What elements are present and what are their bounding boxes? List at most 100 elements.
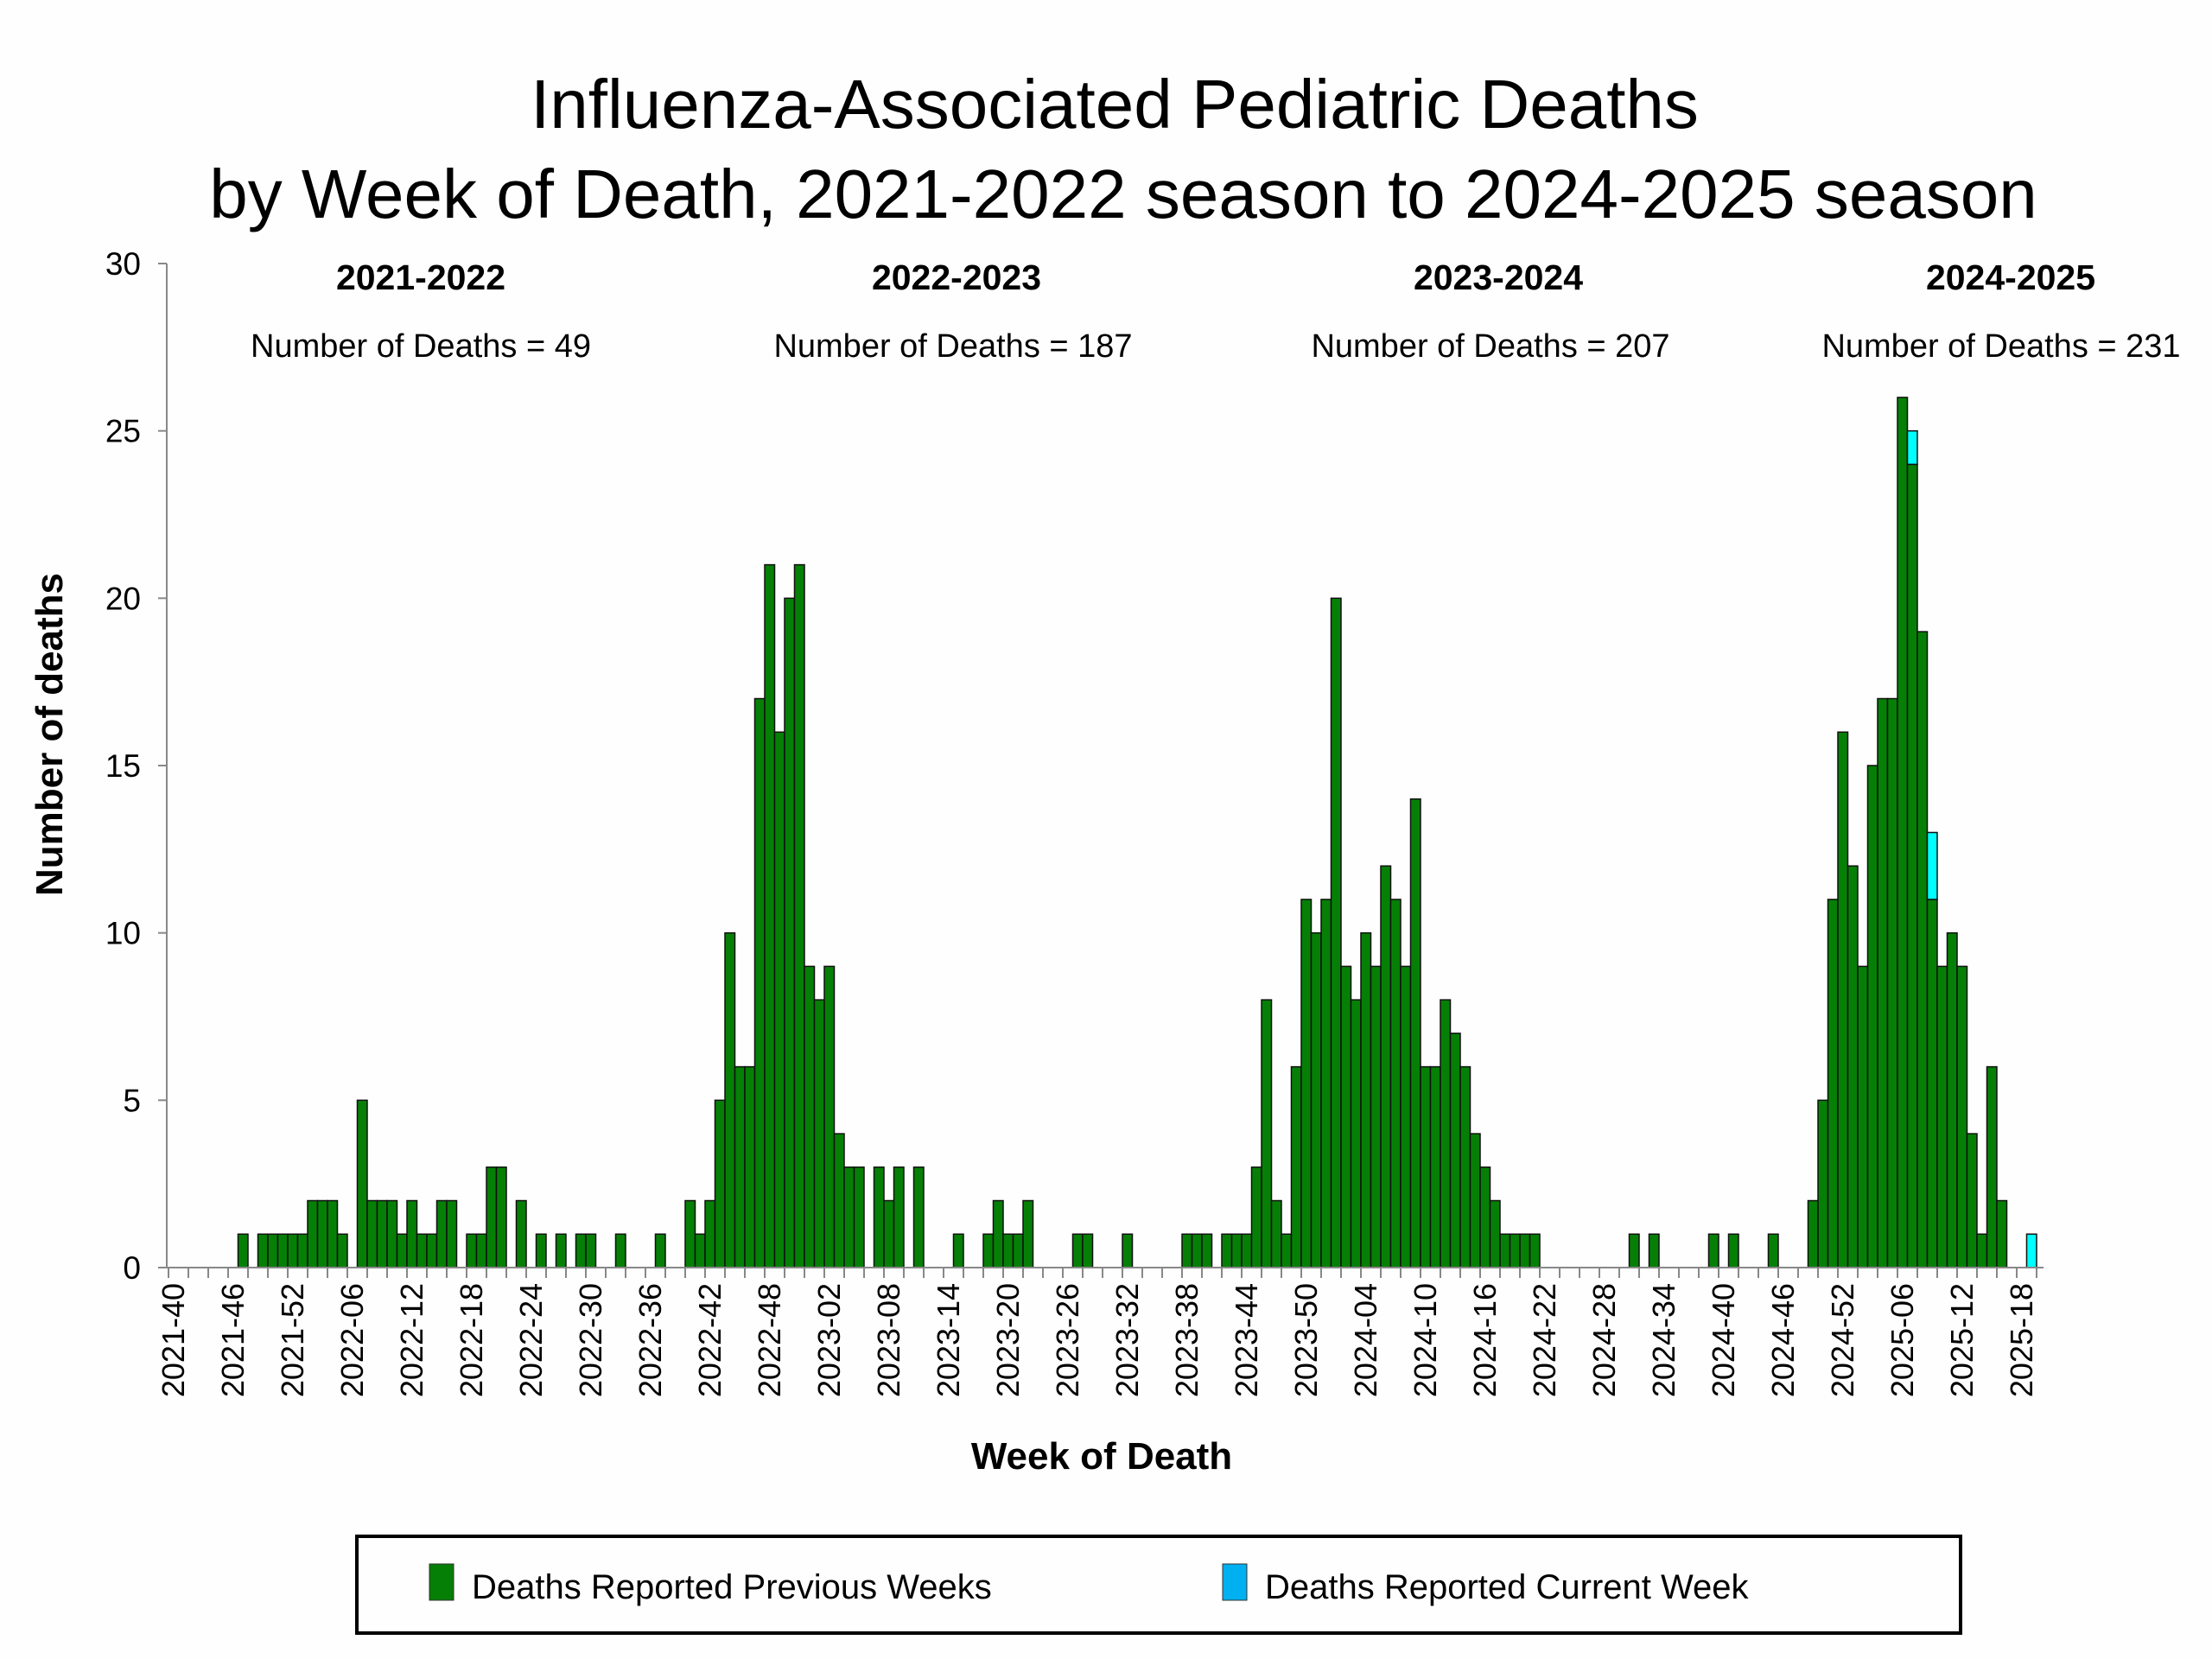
x-tick-label: 2023-02: [811, 1283, 847, 1397]
bar-previous-weeks: [267, 1233, 279, 1268]
bar-previous-weeks: [873, 1166, 885, 1268]
bar-previous-weeks: [1389, 899, 1402, 1268]
bar-previous-weeks: [724, 931, 736, 1268]
y-axis-title: Number of deaths: [29, 573, 71, 896]
bar-current-week: [2025, 1233, 2037, 1268]
bar-previous-weeks: [734, 1065, 746, 1268]
bar-previous-weeks: [1330, 597, 1342, 1268]
bar-previous-weeks: [773, 731, 785, 1268]
season-count-2021-2022: Number of Deaths = 49: [251, 328, 591, 365]
bar-previous-weeks: [853, 1166, 865, 1268]
x-tick-label: 2023-44: [1229, 1283, 1264, 1397]
bar-previous-weeks: [466, 1233, 478, 1268]
bar-previous-weeks: [366, 1199, 378, 1268]
bar-previous-weeks: [1221, 1233, 1233, 1268]
bar-previous-weeks: [1270, 1199, 1282, 1268]
bar-previous-weeks: [1837, 731, 1849, 1268]
legend-swatch-previous-weeks: [429, 1563, 454, 1601]
bar-previous-weeks: [1360, 931, 1372, 1268]
bar-previous-weeks: [843, 1166, 855, 1268]
bar-previous-weeks: [336, 1233, 348, 1268]
legend-label-current-week: Deaths Reported Current Week: [1265, 1568, 1750, 1606]
x-tick-label: 2021-46: [215, 1283, 251, 1397]
bar-previous-weeks: [327, 1199, 339, 1268]
bar-previous-weeks: [1230, 1233, 1243, 1268]
bar-previous-weeks: [1310, 931, 1322, 1268]
bar-previous-weeks: [1996, 1199, 2008, 1268]
bar-previous-weeks: [1440, 999, 1452, 1268]
legend: Deaths Reported Previous Weeks Deaths Re…: [355, 1535, 1962, 1635]
bar-previous-weeks: [813, 999, 825, 1268]
bar-previous-weeks: [1877, 697, 1889, 1268]
x-tick-label: 2023-32: [1109, 1283, 1145, 1397]
legend-label-previous-weeks: Deaths Reported Previous Weeks: [472, 1568, 992, 1606]
x-tick-label: 2022-30: [573, 1283, 608, 1397]
chart-title-line-2: by Week of Death, 2021-2022 season to 20…: [209, 156, 2037, 232]
bar-previous-weeks: [1727, 1233, 1739, 1268]
bar-previous-weeks: [1082, 1233, 1094, 1268]
bar-previous-weeks: [435, 1199, 448, 1268]
bar-previous-weeks: [1489, 1199, 1501, 1268]
bar-previous-weeks: [257, 1233, 269, 1268]
bar-previous-weeks: [1012, 1233, 1024, 1268]
bar-previous-weeks: [1469, 1133, 1481, 1268]
bar-previous-weeks: [982, 1233, 995, 1268]
bar-previous-weeks: [386, 1199, 398, 1268]
x-tick-label: 2024-10: [1408, 1283, 1443, 1397]
bar-previous-weeks: [1628, 1233, 1640, 1268]
x-tick-label: 2023-20: [990, 1283, 1026, 1397]
x-tick-label: 2024-46: [1765, 1283, 1801, 1397]
bar-previous-weeks: [416, 1233, 428, 1268]
x-tick-label: 2024-52: [1825, 1283, 1860, 1397]
x-tick-label: 2023-14: [931, 1283, 966, 1397]
x-tick-label: 2024-16: [1467, 1283, 1503, 1397]
bar-previous-weeks: [1370, 965, 1382, 1268]
bar-previous-weeks: [376, 1199, 388, 1268]
bar-previous-weeks: [475, 1233, 487, 1268]
bar-previous-weeks: [1449, 1033, 1461, 1268]
bar-previous-weeks: [1420, 1065, 1432, 1268]
bar-previous-weeks: [1429, 1065, 1441, 1268]
bar-previous-weeks: [316, 1199, 328, 1268]
bar-previous-weeks: [1241, 1233, 1253, 1268]
season-count-2023-2024: Number of Deaths = 207: [1311, 328, 1669, 365]
bar-previous-weeks: [287, 1233, 299, 1268]
bar-previous-weeks: [276, 1233, 289, 1268]
bar-previous-weeks: [426, 1233, 438, 1268]
bar-previous-weeks: [793, 563, 805, 1268]
bar-previous-weeks: [1191, 1233, 1203, 1268]
bar-previous-weeks: [1817, 1099, 1829, 1268]
bar-previous-weeks: [1340, 965, 1352, 1268]
x-axis-title: Week of Death: [971, 1435, 1232, 1478]
x-tick-label: 2022-06: [334, 1283, 370, 1397]
bar-previous-weeks: [495, 1166, 507, 1268]
y-axis: 0 5 10 15 20 25 30: [105, 246, 168, 1286]
bar-previous-weeks: [575, 1233, 587, 1268]
x-axis: 2021-40 2021-46 2021-52 2022-06 2022-12 2022-…: [156, 1267, 2044, 1397]
bar-previous-weeks: [1320, 899, 1332, 1268]
season-label-2021-2022: 2021-2022: [336, 257, 505, 297]
y-tick-label: 25: [105, 414, 141, 449]
bar-previous-weeks: [1936, 965, 1948, 1268]
bar-current-week: [1926, 831, 1938, 900]
x-tick-label: 2023-50: [1288, 1283, 1324, 1397]
bars: [237, 397, 2037, 1268]
bar-previous-weeks: [486, 1166, 498, 1268]
season-count-2022-2023: Number of Deaths = 187: [773, 328, 1132, 365]
y-tick-label: 10: [105, 916, 141, 951]
bar-previous-weeks: [823, 965, 836, 1268]
x-tick-label: 2023-26: [1050, 1283, 1085, 1397]
bar-previous-weeks: [744, 1065, 756, 1268]
bar-previous-weeks: [1886, 697, 1898, 1268]
bar-previous-weeks: [1509, 1233, 1521, 1268]
x-tick-label: 2024-40: [1706, 1283, 1741, 1397]
bar-previous-weeks: [1906, 463, 1918, 1268]
bar-previous-weeks: [1290, 1065, 1302, 1268]
bar-previous-weeks: [1261, 999, 1273, 1268]
bar-previous-weeks: [1986, 1065, 1998, 1268]
season-label-2024-2025: 2024-2025: [1926, 257, 2095, 297]
x-tick-label: 2023-08: [871, 1283, 906, 1397]
bar-previous-weeks: [614, 1233, 626, 1268]
x-tick-label: 2024-04: [1348, 1283, 1383, 1397]
